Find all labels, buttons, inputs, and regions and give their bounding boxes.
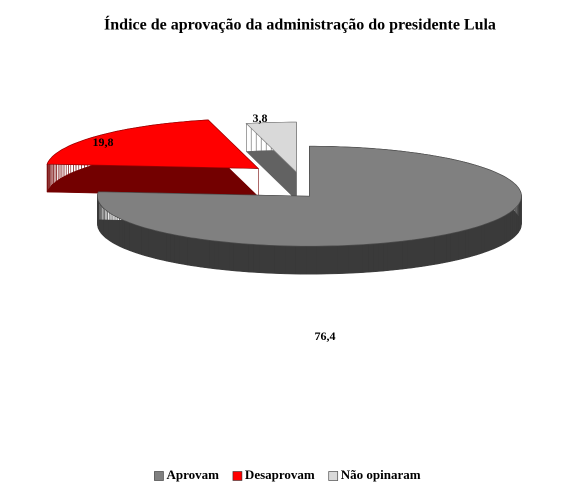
slice <box>46 119 260 169</box>
legend-swatch <box>154 471 164 481</box>
value-label: 19,8 <box>93 135 114 149</box>
legend-label: Desaprovam <box>245 467 315 482</box>
legend-swatch <box>232 471 243 481</box>
slice <box>245 121 297 173</box>
slice <box>97 145 522 247</box>
chart-title: Índice de aprovação da administração do … <box>104 15 496 34</box>
legend-label: Aprovam <box>166 467 219 482</box>
value-label: 3,8 <box>253 111 268 125</box>
legend: Aprovam Desaprovam Não opinaram <box>154 467 421 482</box>
legend-swatch <box>328 471 339 481</box>
value-label: 76,4 <box>315 329 336 343</box>
legend-label: Não opinaram <box>341 467 421 482</box>
